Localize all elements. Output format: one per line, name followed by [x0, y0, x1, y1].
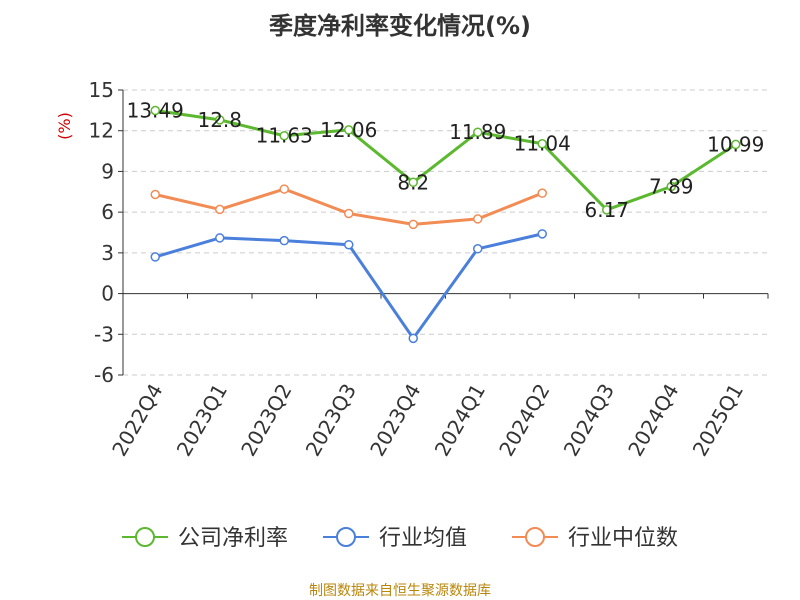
y-tick-label: 3	[101, 241, 114, 265]
data-point	[150, 252, 160, 262]
data-point	[215, 204, 225, 215]
data-point	[537, 138, 547, 149]
x-tick-label: 2023Q4	[365, 380, 425, 461]
data-label: 12.8	[197, 108, 242, 132]
data-label: 11.89	[449, 120, 506, 144]
data-point	[215, 115, 225, 125]
data-point	[666, 181, 676, 192]
data-point	[408, 219, 418, 230]
data-label: 7.89	[649, 174, 694, 198]
data-point	[602, 205, 612, 215]
y-axis-title: (%)	[55, 112, 74, 140]
data-label: 12.06	[320, 118, 377, 142]
data-point	[344, 125, 354, 135]
data-label: 6.17	[584, 198, 629, 222]
data-labels: 13.49 12.8 11.63 12.06 8.2 11.89 11.04 6.17 7.89…	[127, 98, 765, 221]
legend-label: 行业均值	[379, 526, 467, 551]
y-tick-label: 6	[101, 200, 114, 224]
data-point	[537, 229, 547, 239]
series-lines	[150, 105, 741, 344]
data-label: 11.63	[256, 124, 313, 148]
series-line	[154, 232, 543, 340]
x-tick-label: 2022Q4	[107, 380, 167, 461]
grid-lines	[123, 89, 768, 376]
data-point	[150, 105, 160, 116]
data-point	[279, 184, 289, 194]
data-label: 11.04	[514, 132, 571, 156]
legend-marker	[525, 527, 545, 547]
data-point	[150, 189, 160, 200]
data-label: 8.2	[397, 170, 429, 194]
y-tick-label: 0	[101, 282, 114, 306]
y-tick-label: -3	[94, 322, 114, 346]
data-label: 10.99	[707, 132, 764, 156]
data-point	[279, 130, 289, 141]
chart-title: 季度净利率变化情况(%)	[269, 12, 531, 40]
y-tick-label: 12	[89, 119, 114, 143]
data-point	[473, 244, 483, 254]
legend-label: 行业中位数	[568, 526, 678, 551]
x-tick-label: 2024Q1	[430, 380, 490, 461]
x-tick-label: 2024Q4	[623, 380, 683, 461]
x-tick-label: 2024Q2	[494, 380, 554, 461]
data-point	[473, 214, 483, 224]
x-tick-label: 2023Q3	[301, 380, 361, 461]
data-point	[344, 239, 354, 250]
x-tick-label: 2023Q2	[236, 380, 296, 461]
legend-marker	[336, 527, 356, 547]
data-point	[731, 139, 741, 150]
legend: 公司净利率 行业均值 行业中位数	[122, 526, 678, 551]
series-line	[154, 187, 543, 226]
y-tick-label: -6	[94, 363, 114, 387]
data-label: 13.49	[127, 98, 184, 122]
y-tick-label: 15	[89, 78, 114, 102]
data-point	[473, 127, 483, 137]
source-note: 制图数据来自恒生聚源数据库	[309, 583, 491, 599]
data-point	[215, 233, 225, 243]
x-tick-label: 2025Q1	[688, 380, 748, 461]
data-point	[408, 177, 418, 188]
data-point	[408, 333, 418, 344]
series-line	[155, 109, 737, 212]
y-tick-label: 9	[101, 159, 114, 183]
data-point	[344, 208, 354, 219]
legend-label: 公司净利率	[178, 526, 288, 551]
data-point	[537, 188, 547, 198]
x-tick-label: 2023Q1	[172, 380, 232, 461]
x-tick-label: 2024Q3	[559, 380, 619, 461]
data-point	[279, 235, 289, 246]
legend-marker	[135, 527, 155, 547]
